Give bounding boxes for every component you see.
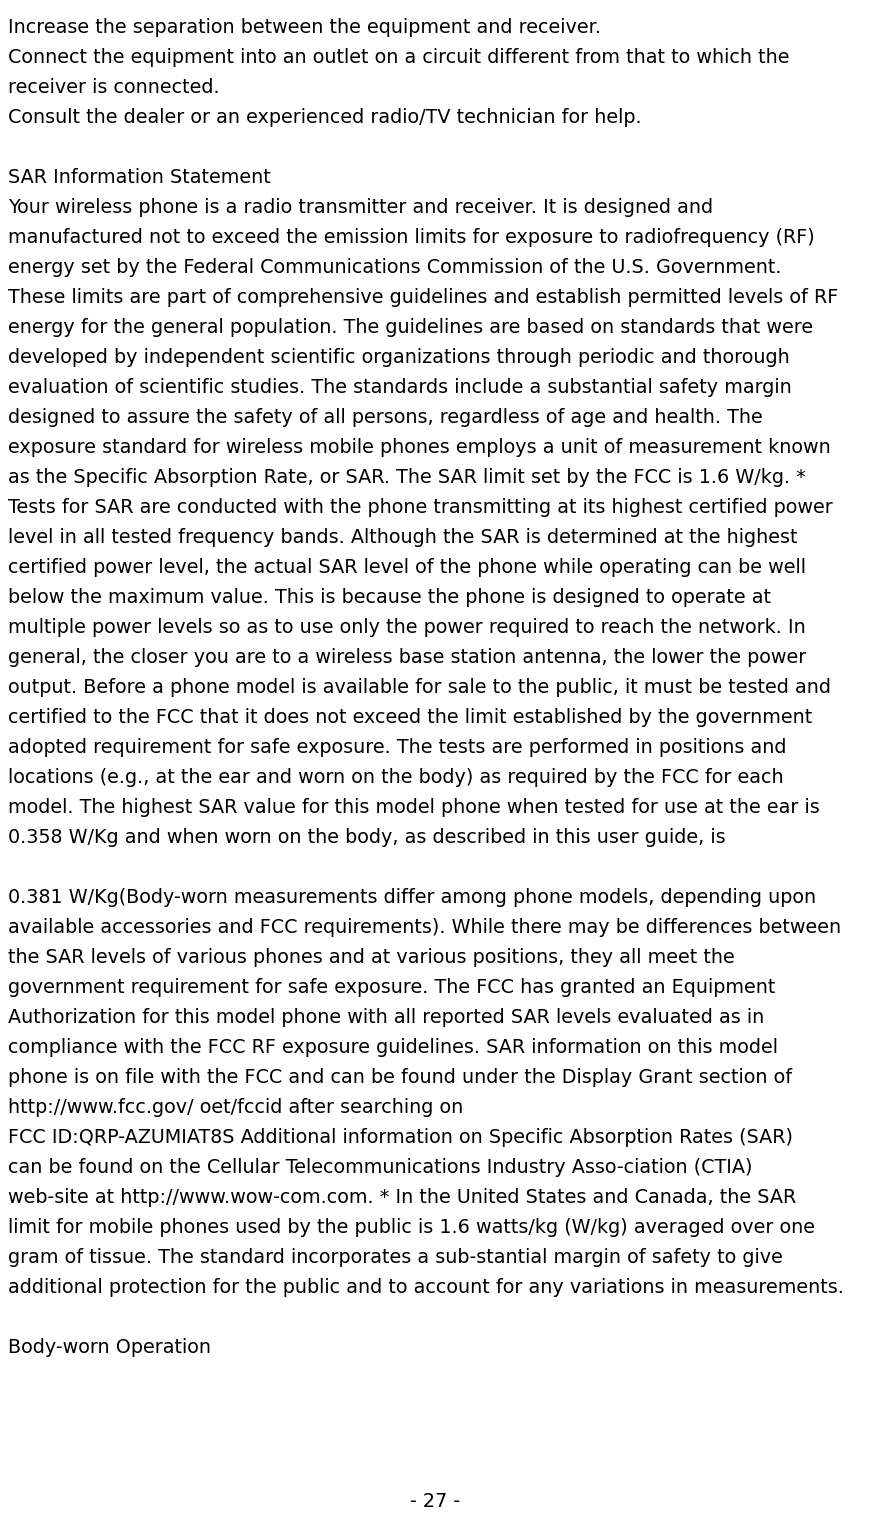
Text: the SAR levels of various phones and at various positions, they all meet the: the SAR levels of various phones and at … (8, 948, 735, 967)
Text: can be found on the Cellular Telecommunications Industry Asso-ciation (CTIA): can be found on the Cellular Telecommuni… (8, 1158, 753, 1176)
Text: additional protection for the public and to account for any variations in measur: additional protection for the public and… (8, 1278, 844, 1297)
Text: adopted requirement for safe exposure. The tests are performed in positions and: adopted requirement for safe exposure. T… (8, 739, 787, 757)
Text: web-site at http://www.wow-com.com. * In the United States and Canada, the SAR: web-site at http://www.wow-com.com. * In… (8, 1189, 796, 1207)
Text: - 27 -: - 27 - (410, 1493, 461, 1511)
Text: output. Before a phone model is available for sale to the public, it must be tes: output. Before a phone model is availabl… (8, 678, 831, 698)
Text: Consult the dealer or an experienced radio/TV technician for help.: Consult the dealer or an experienced rad… (8, 108, 642, 128)
Text: Authorization for this model phone with all reported SAR levels evaluated as in: Authorization for this model phone with … (8, 1008, 764, 1028)
Text: Increase the separation between the equipment and receiver.: Increase the separation between the equi… (8, 18, 601, 36)
Text: evaluation of scientific studies. The standards include a substantial safety mar: evaluation of scientific studies. The st… (8, 378, 792, 397)
Text: receiver is connected.: receiver is connected. (8, 78, 219, 97)
Text: energy set by the Federal Communications Commission of the U.S. Government.: energy set by the Federal Communications… (8, 258, 781, 277)
Text: model. The highest SAR value for this model phone when tested for use at the ear: model. The highest SAR value for this mo… (8, 798, 820, 818)
Text: 0.358 W/Kg and when worn on the body, as described in this user guide, is: 0.358 W/Kg and when worn on the body, as… (8, 828, 726, 847)
Text: level in all tested frequency bands. Although the SAR is determined at the highe: level in all tested frequency bands. Alt… (8, 527, 798, 547)
Text: SAR Information Statement: SAR Information Statement (8, 169, 271, 187)
Text: certified to the FCC that it does not exceed the limit established by the govern: certified to the FCC that it does not ex… (8, 708, 813, 727)
Text: limit for mobile phones used by the public is 1.6 watts/kg (W/kg) averaged over : limit for mobile phones used by the publ… (8, 1218, 815, 1237)
Text: developed by independent scientific organizations through periodic and thorough: developed by independent scientific orga… (8, 348, 790, 366)
Text: energy for the general population. The guidelines are based on standards that we: energy for the general population. The g… (8, 318, 814, 337)
Text: 0.381 W/Kg(Body-worn measurements differ among phone models, depending upon: 0.381 W/Kg(Body-worn measurements differ… (8, 888, 816, 907)
Text: FCC ID:QRP-AZUMIAT8S Additional information on Specific Absorption Rates (SAR): FCC ID:QRP-AZUMIAT8S Additional informat… (8, 1128, 793, 1148)
Text: locations (e.g., at the ear and worn on the body) as required by the FCC for eac: locations (e.g., at the ear and worn on … (8, 768, 784, 787)
Text: These limits are part of comprehensive guidelines and establish permitted levels: These limits are part of comprehensive g… (8, 287, 838, 307)
Text: designed to assure the safety of all persons, regardless of age and health. The: designed to assure the safety of all per… (8, 407, 763, 427)
Text: certified power level, the actual SAR level of the phone while operating can be : certified power level, the actual SAR le… (8, 558, 806, 578)
Text: Body-worn Operation: Body-worn Operation (8, 1338, 211, 1357)
Text: government requirement for safe exposure. The FCC has granted an Equipment: government requirement for safe exposure… (8, 977, 775, 997)
Text: manufactured not to exceed the emission limits for exposure to radiofrequency (R: manufactured not to exceed the emission … (8, 228, 814, 246)
Text: general, the closer you are to a wireless base station antenna, the lower the po: general, the closer you are to a wireles… (8, 648, 807, 667)
Text: http://www.fcc.gov/ oet/fccid after searching on: http://www.fcc.gov/ oet/fccid after sear… (8, 1097, 463, 1117)
Text: exposure standard for wireless mobile phones employs a unit of measurement known: exposure standard for wireless mobile ph… (8, 438, 831, 458)
Text: Your wireless phone is a radio transmitter and receiver. It is designed and: Your wireless phone is a radio transmitt… (8, 198, 713, 217)
Text: as the Specific Absorption Rate, or SAR. The SAR limit set by the FCC is 1.6 W/k: as the Specific Absorption Rate, or SAR.… (8, 468, 806, 486)
Text: gram of tissue. The standard incorporates a sub-stantial margin of safety to giv: gram of tissue. The standard incorporate… (8, 1248, 783, 1268)
Text: compliance with the FCC RF exposure guidelines. SAR information on this model: compliance with the FCC RF exposure guid… (8, 1038, 778, 1056)
Text: Tests for SAR are conducted with the phone transmitting at its highest certified: Tests for SAR are conducted with the pho… (8, 499, 833, 517)
Text: Connect the equipment into an outlet on a circuit different from that to which t: Connect the equipment into an outlet on … (8, 49, 789, 67)
Text: multiple power levels so as to use only the power required to reach the network.: multiple power levels so as to use only … (8, 619, 806, 637)
Text: available accessories and FCC requirements). While there may be differences betw: available accessories and FCC requiremen… (8, 918, 841, 936)
Text: phone is on file with the FCC and can be found under the Display Grant section o: phone is on file with the FCC and can be… (8, 1069, 792, 1087)
Text: below the maximum value. This is because the phone is designed to operate at: below the maximum value. This is because… (8, 588, 771, 606)
